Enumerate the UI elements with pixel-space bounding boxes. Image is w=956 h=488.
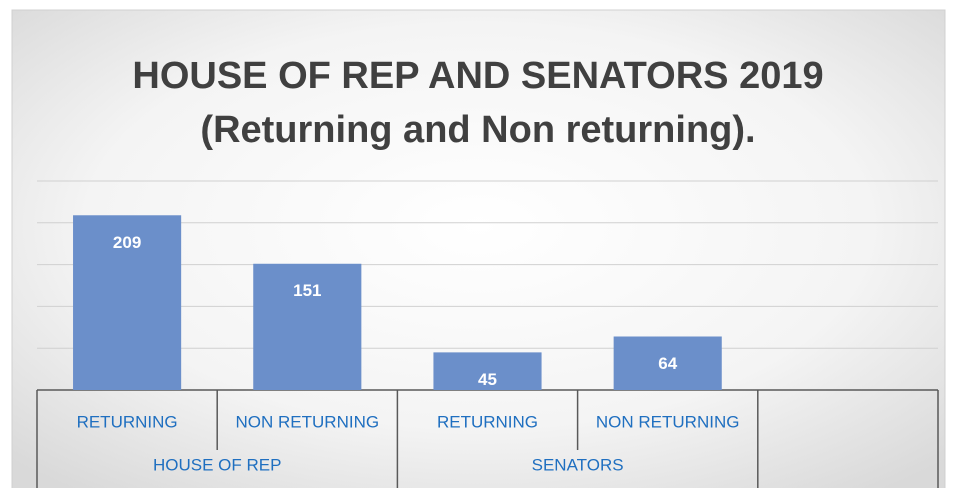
group-label: HOUSE OF REP [153,455,281,474]
data-label: 151 [293,281,321,300]
chart-title: (Returning and Non returning). [200,109,755,151]
x-tick-label: NON RETURNING [596,412,740,431]
data-label: 45 [478,370,497,389]
x-tick-label: NON RETURNING [236,412,380,431]
x-tick-label: RETURNING [77,412,178,431]
data-label: 209 [113,233,141,252]
data-label: 64 [658,354,677,373]
bar [613,336,722,390]
group-label: SENATORS [532,455,624,474]
bar [73,215,182,390]
chart-title: HOUSE OF REP AND SENATORS 2019 [132,55,823,97]
bar [433,352,542,390]
x-tick-label: RETURNING [437,412,538,431]
bar [253,263,362,390]
